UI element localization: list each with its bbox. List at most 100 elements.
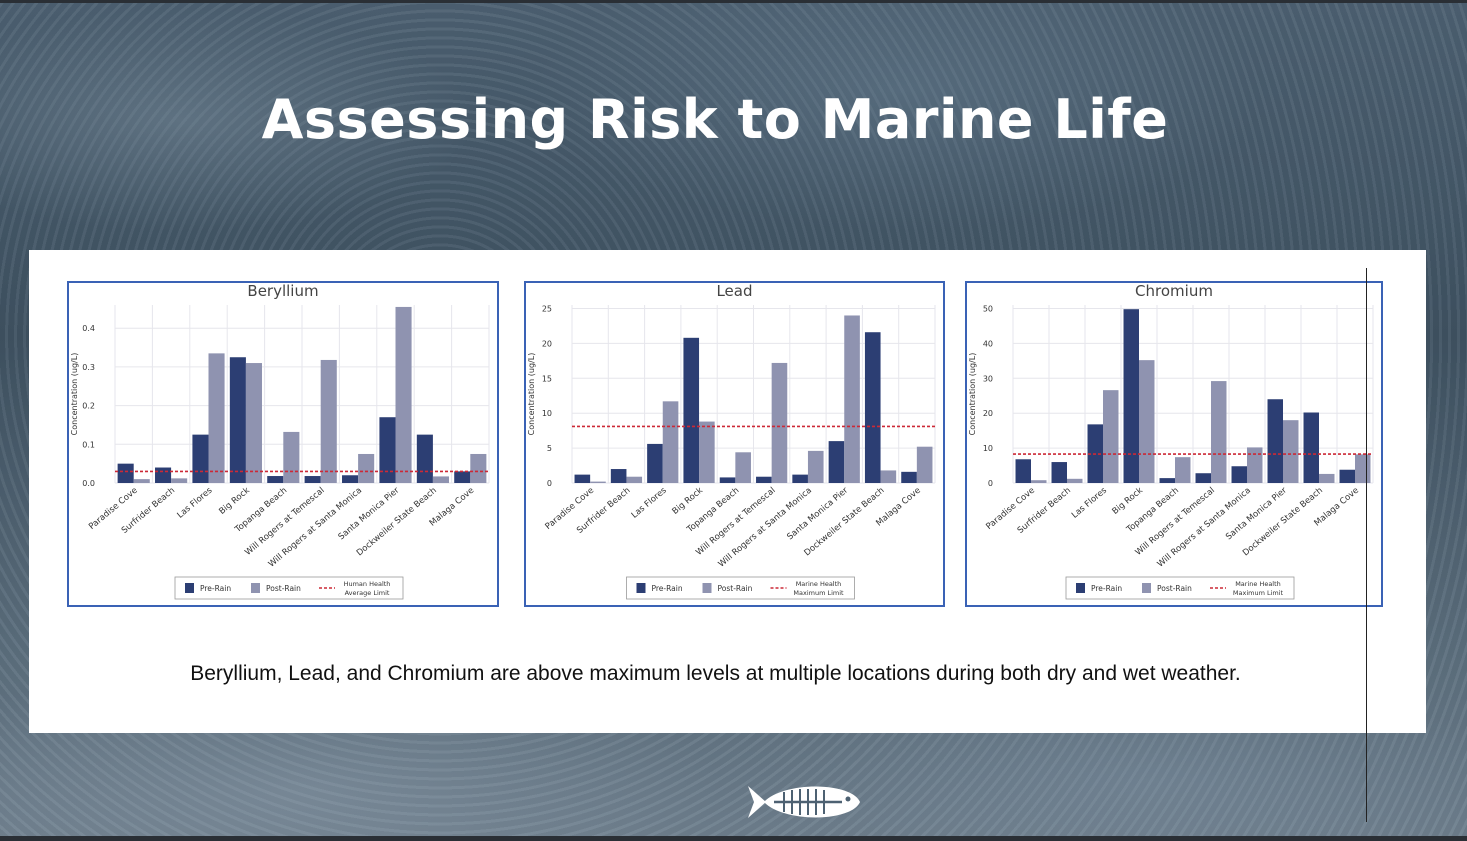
legend-swatch-post-rain xyxy=(702,583,712,593)
beryllium-chart: Beryllium 0.0 0.1 0.2 0.3 0.4 Concentration (u… xyxy=(67,281,499,607)
bar-pre-rain-will-rogers-at-temescal xyxy=(1195,473,1211,483)
bar-post-rain-dockweiler-state-beach xyxy=(432,476,449,483)
bar-pre-rain-will-rogers-at-temescal xyxy=(304,476,321,483)
y-axis-label: Concentration (ug/L) xyxy=(968,353,977,436)
x-tick-label: Big Rock xyxy=(217,486,252,517)
legend-label-pre-rain: Pre-Rain xyxy=(652,584,683,593)
legend-swatch-pre-rain xyxy=(185,583,194,593)
lead-chart: Lead 0 5 10 15 20 25 Concentration (ug/L) Paradi… xyxy=(524,281,945,607)
bar-pre-rain-santa-monica-pier xyxy=(1267,399,1283,483)
x-tick-label: Big Rock xyxy=(1110,486,1145,517)
bar-pre-rain-paradise-cove xyxy=(117,463,134,483)
y-tick-label: 10 xyxy=(983,444,993,453)
bar-pre-rain-las-flores xyxy=(192,434,209,483)
y-tick-label: 15 xyxy=(542,374,552,383)
bar-pre-rain-surfrider-beach xyxy=(1051,462,1067,483)
bar-post-rain-will-rogers-at-temescal xyxy=(1211,381,1227,483)
legend-label-limit-line1: Marine Health xyxy=(796,580,842,588)
slide-caption: Beryllium, Lead, and Chromium are above … xyxy=(190,662,1241,685)
content-panel: Beryllium 0.0 0.1 0.2 0.3 0.4 Concentration (u… xyxy=(29,250,1426,733)
chromium-chart: Chromium 0 10 20 30 40 50 Concentration (ug/L) P… xyxy=(965,281,1383,607)
y-tick-label: 10 xyxy=(542,409,552,418)
chart-title: Beryllium xyxy=(247,283,318,300)
bar-post-rain-santa-monica-pier xyxy=(1283,420,1299,483)
vertical-cursor-line xyxy=(1366,268,1367,822)
legend-swatch-pre-rain xyxy=(636,583,646,593)
bar-pre-rain-will-rogers-at-temescal xyxy=(756,476,772,483)
legend-box xyxy=(1065,576,1295,600)
y-tick-label: 0.3 xyxy=(82,363,95,372)
bar-pre-rain-dockweiler-state-beach xyxy=(864,332,881,483)
y-axis-label: Concentration (ug/L) xyxy=(527,353,536,436)
bar-pre-rain-dockweiler-state-beach xyxy=(1303,412,1319,483)
bar-post-rain-dockweiler-state-beach xyxy=(1319,473,1335,483)
bar-post-rain-big-rock xyxy=(245,363,262,483)
legend-label-limit-line2: Maximum Limit xyxy=(793,589,844,597)
bar-pre-rain-dockweiler-state-beach xyxy=(416,434,433,483)
y-tick-label: 20 xyxy=(542,339,552,348)
bar-pre-rain-big-rock xyxy=(1123,309,1139,483)
x-tick-label: Santa Monica Pier xyxy=(1224,485,1289,542)
legend-label-limit-line1: Marine Health xyxy=(1235,580,1281,588)
bar-pre-rain-topanga-beach xyxy=(267,476,284,483)
y-tick-label: 20 xyxy=(983,409,993,418)
bar-pre-rain-paradise-cove xyxy=(574,474,591,483)
bar-pre-rain-santa-monica-pier xyxy=(379,417,396,483)
fish-skeleton-logo-icon xyxy=(748,786,860,818)
y-tick-label: 40 xyxy=(983,339,993,348)
bar-post-rain-will-rogers-at-temescal xyxy=(771,362,788,483)
y-axis-label: Concentration (ug/L) xyxy=(70,353,79,436)
legend-label-limit-line2: Maximum Limit xyxy=(1233,589,1284,597)
bar-pre-rain-will-rogers-at-santa-monica xyxy=(792,474,808,483)
bar-pre-rain-topanga-beach xyxy=(1159,478,1175,483)
legend-label-pre-rain: Pre-Rain xyxy=(1091,584,1122,593)
bar-post-rain-santa-monica-pier xyxy=(844,315,860,483)
legend-swatch-post-rain xyxy=(1142,583,1151,593)
bar-pre-rain-las-flores xyxy=(647,443,663,483)
y-tick-label: 0 xyxy=(988,479,993,488)
bar-pre-rain-big-rock xyxy=(683,337,700,483)
bar-post-rain-paradise-cove xyxy=(590,481,606,483)
legend-label-post-rain: Post-Rain xyxy=(266,584,301,593)
bar-post-rain-surfrider-beach xyxy=(1067,478,1083,483)
bar-post-rain-dockweiler-state-beach xyxy=(880,470,897,483)
legend-swatch-post-rain xyxy=(251,583,260,593)
bar-pre-rain-big-rock xyxy=(229,357,246,483)
bar-pre-rain-surfrider-beach xyxy=(610,469,627,483)
y-tick-label: 25 xyxy=(542,304,552,313)
x-tick-label: Las Flores xyxy=(630,485,669,520)
x-tick-label: Las Flores xyxy=(175,485,214,520)
legend-box xyxy=(174,576,404,600)
y-tick-label: 0.2 xyxy=(82,402,95,411)
bar-post-rain-malaga-cove xyxy=(1355,454,1371,483)
bar-pre-rain-malaga-cove xyxy=(901,471,917,483)
y-tick-label: 0 xyxy=(547,479,552,488)
chart-title: Chromium xyxy=(1135,283,1213,300)
bar-post-rain-malaga-cove xyxy=(470,453,487,483)
bar-pre-rain-malaga-cove xyxy=(454,471,471,483)
y-tick-label: 0.0 xyxy=(82,479,95,488)
legend-label-limit-line2: Average Limit xyxy=(345,589,390,597)
legend-label-post-rain: Post-Rain xyxy=(1157,584,1192,593)
bar-post-rain-paradise-cove xyxy=(1031,480,1047,483)
x-tick-label: Las Flores xyxy=(1070,485,1109,520)
bar-post-rain-las-flores xyxy=(662,401,679,483)
bar-post-rain-surfrider-beach xyxy=(626,476,643,483)
legend-label-pre-rain: Pre-Rain xyxy=(200,584,231,593)
legend-box xyxy=(626,576,855,600)
bar-post-rain-will-rogers-at-temescal xyxy=(320,359,337,483)
bottom-edge-strip xyxy=(0,836,1467,841)
bar-post-rain-topanga-beach xyxy=(1175,457,1191,483)
bar-post-rain-big-rock xyxy=(699,421,715,483)
chart-title: Lead xyxy=(716,283,752,300)
bar-pre-rain-santa-monica-pier xyxy=(828,441,845,483)
bar-pre-rain-surfrider-beach xyxy=(155,467,172,483)
bar-post-rain-las-flores xyxy=(1103,390,1119,483)
x-tick-label: Big Rock xyxy=(670,486,705,517)
bar-post-rain-santa-monica-pier xyxy=(395,306,412,483)
bar-post-rain-malaga-cove xyxy=(916,446,933,483)
legend-label-post-rain: Post-Rain xyxy=(718,584,753,593)
bar-pre-rain-paradise-cove xyxy=(1015,459,1031,483)
y-tick-label: 30 xyxy=(983,374,993,383)
